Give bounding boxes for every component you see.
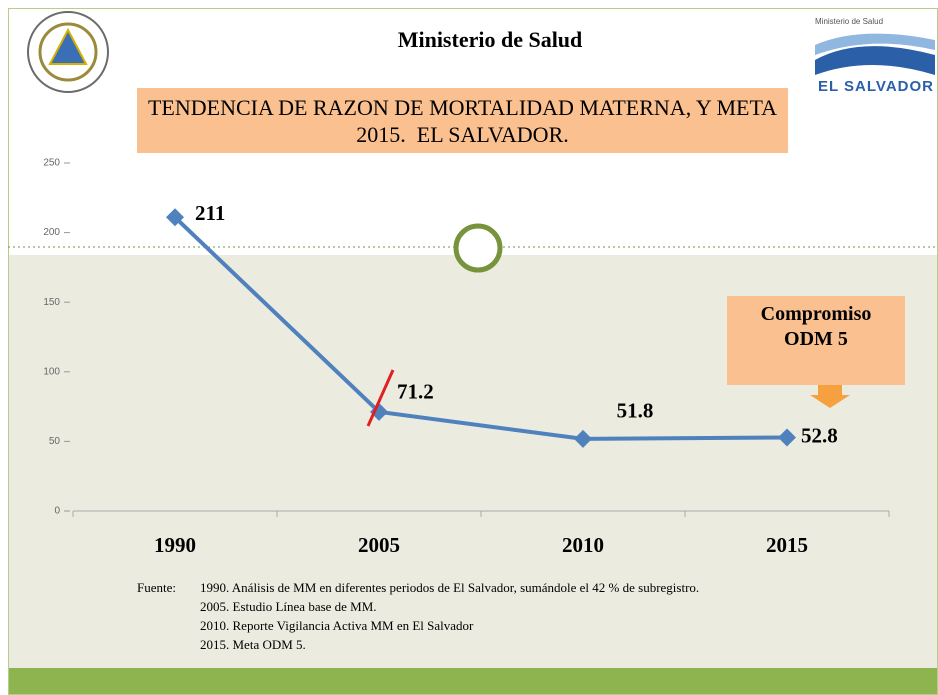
point-marker: [370, 402, 388, 421]
y-tick-label: 100: [43, 366, 60, 377]
annotation-box: [727, 296, 905, 385]
logo: Ministerio de Salud EL SALVADOR: [815, 17, 935, 95]
source-lines: 1990. Análisis de MM en diferentes perio…: [200, 578, 699, 654]
source-line: 2005. Estudio Línea base de MM.: [200, 599, 377, 614]
x-tick-label: 1990: [154, 533, 196, 557]
source-label: Fuente:: [137, 580, 176, 595]
source-line: 1990. Análisis de MM en diferentes perio…: [200, 580, 700, 595]
point-marker: [166, 208, 184, 227]
source-line: 2010. Reporte Vigilancia Activa MM en El…: [200, 618, 474, 633]
emblem: [27, 11, 109, 93]
y-tick-label: 50: [49, 436, 61, 447]
point-marker: [778, 428, 796, 447]
x-tick-label: 2005: [358, 533, 400, 557]
x-tick-label: 2010: [562, 533, 604, 557]
x-tick-label: 2015: [766, 533, 808, 557]
data-label: 71.2: [397, 380, 434, 404]
data-label: 52.8: [801, 423, 838, 447]
y-tick-label: 150: [43, 297, 60, 308]
y-tick-label: 0: [54, 506, 60, 517]
series-line: [173, 215, 788, 441]
bottom-band: [8, 668, 938, 695]
logo-name: EL SALVADOR: [818, 78, 934, 95]
title-box: [137, 88, 788, 153]
red-slash: [366, 369, 395, 427]
point-marker: [574, 429, 592, 448]
chart-title: TENDENCIA DE RAZON DE MORTALIDAD MATERNA…: [147, 94, 783, 147]
source-line: 2015. Meta ODM 5.: [200, 637, 306, 652]
data-label: 51.8: [617, 399, 654, 423]
y-tick-label: 200: [43, 227, 60, 238]
y-tick-label: 250: [43, 158, 60, 169]
ministry-title: Ministerio de Salud: [398, 27, 583, 52]
annotation-arrow: [810, 385, 850, 408]
data-label: 211: [195, 201, 225, 225]
logo-top: Ministerio de Salud: [815, 17, 883, 26]
circle-ornament: [453, 223, 503, 273]
annotation: Compromiso ODM 5: [760, 303, 872, 350]
